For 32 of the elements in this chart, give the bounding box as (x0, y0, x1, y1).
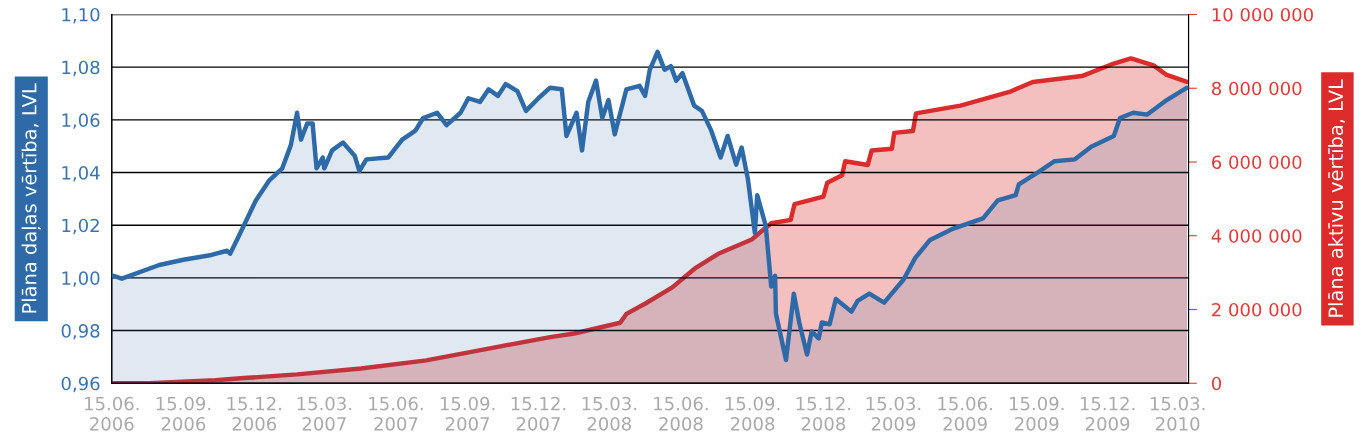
x-tick-label: 15.06. 2006 (85, 396, 139, 431)
y-tick-label: 0,96 (61, 376, 100, 393)
x-tick-label: 15.06. 2007 (369, 396, 423, 431)
x-tick-label: 15.12. 2007 (511, 396, 566, 431)
y-tick-label: 1,02 (62, 218, 99, 235)
y2-tick-label: 2 000 000 (1212, 302, 1302, 317)
x-tick-label: 15.03. 2007 (297, 396, 352, 431)
y-tick-label: 1,04 (62, 165, 100, 182)
x-tick-label: 15.09. 2006 (156, 396, 211, 431)
y-tick-label: 1,00 (62, 271, 100, 287)
y-axis-title: Plāna daļas vērtība, LVL (21, 83, 42, 313)
x-tick-label: 15.03. 2009 (866, 396, 921, 431)
y2-tick-label: 6 000 000 (1212, 155, 1302, 170)
y2-tick-label: 0 (1211, 376, 1222, 391)
y2-tick-label: 10 000 000 (1212, 7, 1313, 22)
x-tick-label: 15.12. 2006 (227, 396, 282, 431)
x-tick-label: 15.12. 2008 (796, 396, 851, 431)
y-tick-label: 1,08 (62, 60, 100, 77)
y-tick-label: 1,06 (62, 113, 100, 129)
x-tick-label: 15.06. 2009 (938, 396, 992, 431)
x-tick-label: 15.03. 2010 (1150, 396, 1205, 431)
y-tick-label: 1,10 (62, 7, 100, 24)
y2-tick-label: 4 000 000 (1211, 229, 1302, 243)
x-tick-label: 15.06. 2008 (654, 396, 708, 431)
x-tick-label: 15.09. 2009 (1009, 396, 1064, 431)
x-tick-label: 15.03. 2008 (582, 396, 637, 431)
y2-axis-title: Plāna aktīvu vērtība, LVL (1328, 79, 1346, 317)
y-tick-label: 0,98 (61, 324, 100, 340)
y2-tick-label: 8 000 000 (1211, 81, 1302, 96)
x-tick-label: 15.12. 2009 (1080, 396, 1135, 431)
x-tick-label: 15.09. 2008 (725, 396, 780, 431)
x-tick-label: 15.09. 2007 (440, 396, 495, 431)
